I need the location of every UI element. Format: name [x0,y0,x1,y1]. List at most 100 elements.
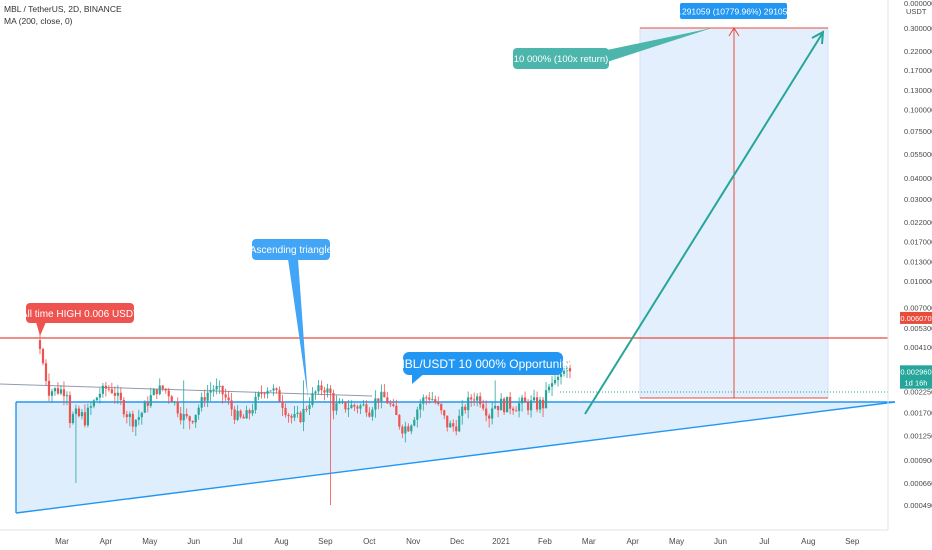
candle-body [281,401,284,408]
measure-label[interactable]: 0.291059 (10779.96%) 291059 [675,3,792,19]
indicator-label: MA (200, close, 0) [4,16,73,26]
candle-body [227,397,230,401]
candle-body [191,420,194,423]
candle-body [158,385,161,395]
candle-body [523,397,527,402]
candle-body [251,410,254,414]
candle-body [371,409,374,417]
candle-body [74,408,78,414]
opportunity-callout[interactable]: MBL/USDT 10 000% Opportunity [395,352,572,384]
measure-label-box [680,3,787,19]
candle-body [509,396,512,409]
candle-body [185,414,188,417]
candle-body [92,400,95,407]
candle-body [221,385,224,395]
candle-body [413,419,416,426]
candle-body [565,368,569,371]
candle-body [512,408,515,411]
candle-body [71,413,75,424]
candle-body [401,426,404,434]
candle-body [236,410,239,420]
candle-body [344,401,347,410]
candle-body [428,397,431,400]
triangle-callout-box [252,239,330,260]
target-callout[interactable]: 10 000% (100x return) [513,28,712,69]
candle-body [410,425,413,432]
candle-body [56,388,60,394]
time-tick-label: Dec [450,537,464,546]
candle-body [470,397,473,400]
candle-body [296,412,299,414]
candle-body [568,368,572,372]
candle-body [41,348,45,364]
candle-body [146,402,149,406]
time-tick-label: Mar [582,537,596,546]
target-callout-pointer [607,28,712,62]
candle-body [212,389,215,391]
candle-body [526,401,530,411]
candle-body [272,388,275,391]
candle-body [50,391,54,396]
candle-body [520,397,524,404]
candle-body [497,405,500,411]
candle-body [257,392,260,397]
time-tick-label: Mar [55,537,69,546]
candle-body [44,363,48,381]
candle-body [425,397,428,399]
candle-body [128,413,131,418]
candle-body [284,407,287,416]
ath-callout-pointer [36,322,46,336]
candle-body [407,426,410,432]
time-axis[interactable]: Mar Apr May Jun Jul Aug Sep Oct Nov Dec 2021 Feb Mar… [0,529,888,546]
candle-body [326,388,329,393]
opportunity-callout-label: MBL/USDT 10 000% Opportunity [395,357,572,371]
time-tick-label: Jul [759,537,769,546]
chart-title: MBL / TetherUS, 2D, BINANCE [4,4,122,14]
triangle-callout[interactable]: Ascending triangle [250,239,333,398]
ath-callout-label: All time HIGH 0.006 USDT [21,309,139,320]
candle-body [287,415,290,417]
candle-body [152,389,155,396]
triangle-callout-label: Ascending triangle [250,245,333,256]
candle-body [263,393,266,395]
candle-body [553,379,557,384]
candle-body [404,426,407,434]
candle-body [515,410,518,412]
candle-body [338,401,341,404]
candle-body [83,412,87,426]
candle-body [449,423,452,428]
candle-body [155,389,158,395]
candle-body [556,376,560,380]
candle-body [419,403,422,410]
candle-body [116,392,119,396]
price-badge [900,311,932,324]
candle-body [113,392,116,396]
candle-body [38,340,42,349]
candle-body [77,408,81,417]
ath-callout[interactable]: All time HIGH 0.006 USDT [21,303,139,336]
measure-label-text: 0.291059 (10779.96%) 291059 [675,7,792,17]
candle-body [248,410,251,414]
candle-body [218,385,221,387]
candle-body [167,390,170,397]
candle-body [245,410,248,419]
candle-body [203,397,206,401]
candle-body [517,403,521,411]
candle-body [362,404,365,406]
candle-body [182,414,185,421]
time-tick-label: May [142,537,157,546]
candle-body [215,386,218,390]
candle-body [170,396,173,402]
candle-body [350,404,353,409]
candle-body [332,392,335,411]
candle-body [95,397,98,401]
